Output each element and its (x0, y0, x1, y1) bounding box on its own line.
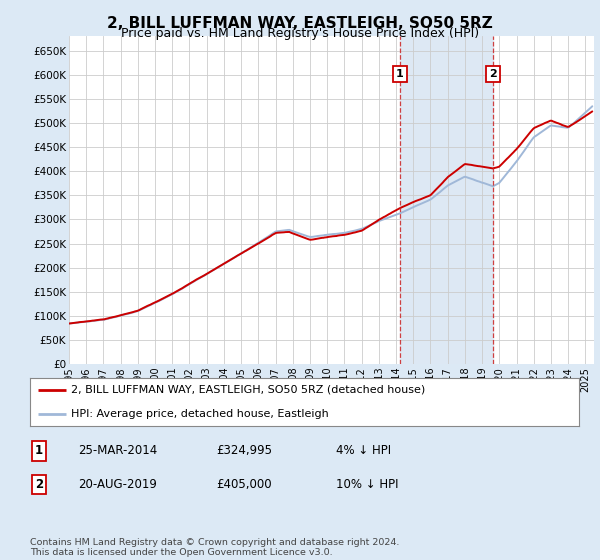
Text: 2: 2 (35, 478, 43, 491)
Text: 4% ↓ HPI: 4% ↓ HPI (336, 444, 391, 458)
Text: Price paid vs. HM Land Registry's House Price Index (HPI): Price paid vs. HM Land Registry's House … (121, 27, 479, 40)
Text: 2, BILL LUFFMAN WAY, EASTLEIGH, SO50 5RZ: 2, BILL LUFFMAN WAY, EASTLEIGH, SO50 5RZ (107, 16, 493, 31)
Text: 10% ↓ HPI: 10% ↓ HPI (336, 478, 398, 491)
Text: 1: 1 (35, 444, 43, 458)
Text: Contains HM Land Registry data © Crown copyright and database right 2024.
This d: Contains HM Land Registry data © Crown c… (30, 538, 400, 557)
Text: 2: 2 (489, 69, 497, 79)
Bar (400, 36, 493, 364)
Text: £405,000: £405,000 (216, 478, 272, 491)
Text: 25-MAR-2014: 25-MAR-2014 (78, 444, 157, 458)
Text: 2, BILL LUFFMAN WAY, EASTLEIGH, SO50 5RZ (detached house): 2, BILL LUFFMAN WAY, EASTLEIGH, SO50 5RZ… (71, 385, 425, 395)
Text: £324,995: £324,995 (216, 444, 272, 458)
Text: 1: 1 (396, 69, 404, 79)
Text: 20-AUG-2019: 20-AUG-2019 (78, 478, 157, 491)
Text: HPI: Average price, detached house, Eastleigh: HPI: Average price, detached house, East… (71, 409, 329, 419)
